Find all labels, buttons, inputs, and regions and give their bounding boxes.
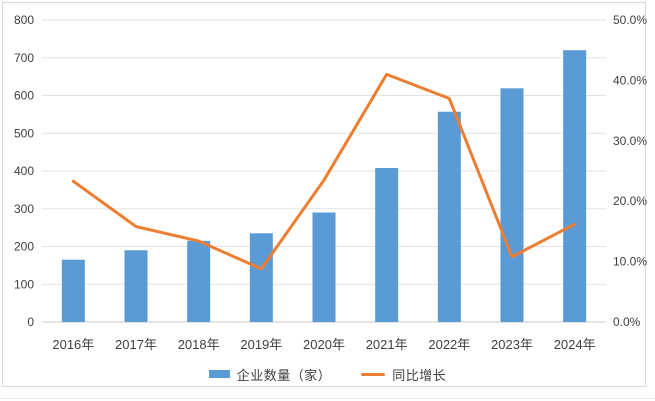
line-series-swatch-icon [361, 372, 386, 376]
bar-2022年 [437, 111, 461, 322]
right-axis-tick-label: 20.0% [613, 194, 647, 208]
chart-frame-border [2, 2, 646, 387]
x-axis-category-label: 2022年 [428, 337, 470, 352]
right-axis-tick-label: 30.0% [613, 134, 647, 148]
left-axis-tick-label: 600 [14, 89, 34, 103]
bar-series-swatch-icon [208, 370, 230, 378]
x-axis-category-label: 2023年 [491, 337, 533, 352]
bar-2023年 [500, 88, 524, 322]
page-edge-divider [0, 398, 655, 399]
bar-2017年 [124, 250, 148, 322]
left-axis-tick-label: 700 [14, 51, 34, 65]
legend-item-line-series: 同比增长 [361, 365, 446, 384]
bar-2024年 [563, 50, 587, 322]
x-axis-category-label: 2021年 [366, 337, 408, 352]
x-axis-category-label: 2024年 [554, 337, 596, 352]
left-axis-tick-label: 200 [14, 240, 34, 254]
left-axis-tick-label: 0 [27, 315, 34, 329]
bar-2021年 [375, 167, 399, 322]
right-axis-tick-label: 10.0% [613, 255, 647, 269]
x-axis-category-label: 2016年 [52, 337, 94, 352]
bar-series-legend-label: 企业数量（家） [236, 367, 332, 383]
right-axis-tick-label: 0.0% [613, 315, 641, 329]
x-axis-category-label: 2020年 [303, 337, 345, 352]
left-axis-tick-label: 100 [14, 277, 34, 291]
bar-2020年 [312, 212, 336, 322]
left-axis-tick-label: 300 [14, 202, 34, 216]
legend-item-bar-series: 企业数量（家） [208, 365, 332, 384]
bar-2019年 [249, 233, 273, 322]
right-axis-tick-label: 40.0% [613, 73, 647, 87]
growth-line-series [71, 72, 577, 271]
line-series-legend-label: 同比增长 [392, 367, 447, 383]
right-axis-tick-label: 50.0% [613, 13, 647, 27]
bar-2018年 [187, 240, 211, 322]
x-axis-category-label: 2018年 [178, 337, 220, 352]
x-axis-category-label: 2019年 [240, 337, 282, 352]
left-axis-tick-label: 400 [14, 164, 34, 178]
x-axis-category-label: 2017年 [115, 337, 157, 352]
left-axis-tick-label: 500 [14, 126, 34, 140]
left-axis-tick-label: 800 [14, 13, 34, 27]
chart-legend: 企业数量（家） 同比增长 [0, 363, 655, 385]
bar-2016年 [61, 259, 85, 322]
